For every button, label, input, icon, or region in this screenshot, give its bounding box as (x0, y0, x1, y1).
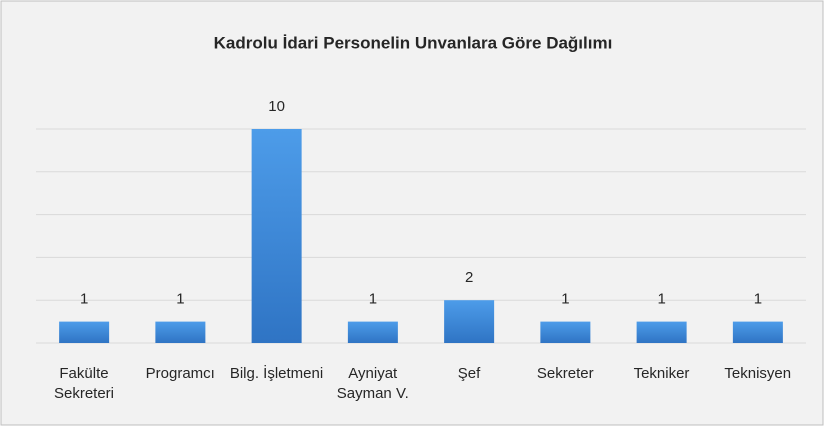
x-tick-label: Tekniker (633, 365, 690, 382)
bar (636, 321, 687, 343)
bar (732, 321, 783, 343)
x-tick-label: Bilg. İşletmeni (229, 365, 324, 382)
data-label: 1 (80, 291, 88, 308)
data-label: 1 (369, 291, 377, 308)
bar (444, 300, 495, 343)
data-label: 1 (561, 291, 569, 308)
x-tick-label: Programcı (145, 365, 215, 382)
bar (59, 321, 110, 343)
bar (251, 129, 302, 343)
x-tick-label: Teknisyen (724, 365, 792, 382)
x-tick-label: Sekreter (536, 365, 594, 382)
data-label: 1 (754, 291, 762, 308)
bar (347, 321, 398, 343)
data-label: 1 (657, 291, 665, 308)
data-label: 1 (176, 291, 184, 308)
x-tick-label: Ayniyat Sayman V. (336, 365, 409, 402)
x-tick-label: Fakülte Sekreteri (53, 365, 115, 402)
chart-title: Kadrolu İdari Personelin Unvanlara Göre … (214, 33, 613, 52)
data-label: 2 (465, 269, 473, 286)
data-label: 10 (268, 98, 285, 115)
bar (155, 321, 206, 343)
bar (540, 321, 591, 343)
x-tick-label: Şef (457, 365, 481, 382)
